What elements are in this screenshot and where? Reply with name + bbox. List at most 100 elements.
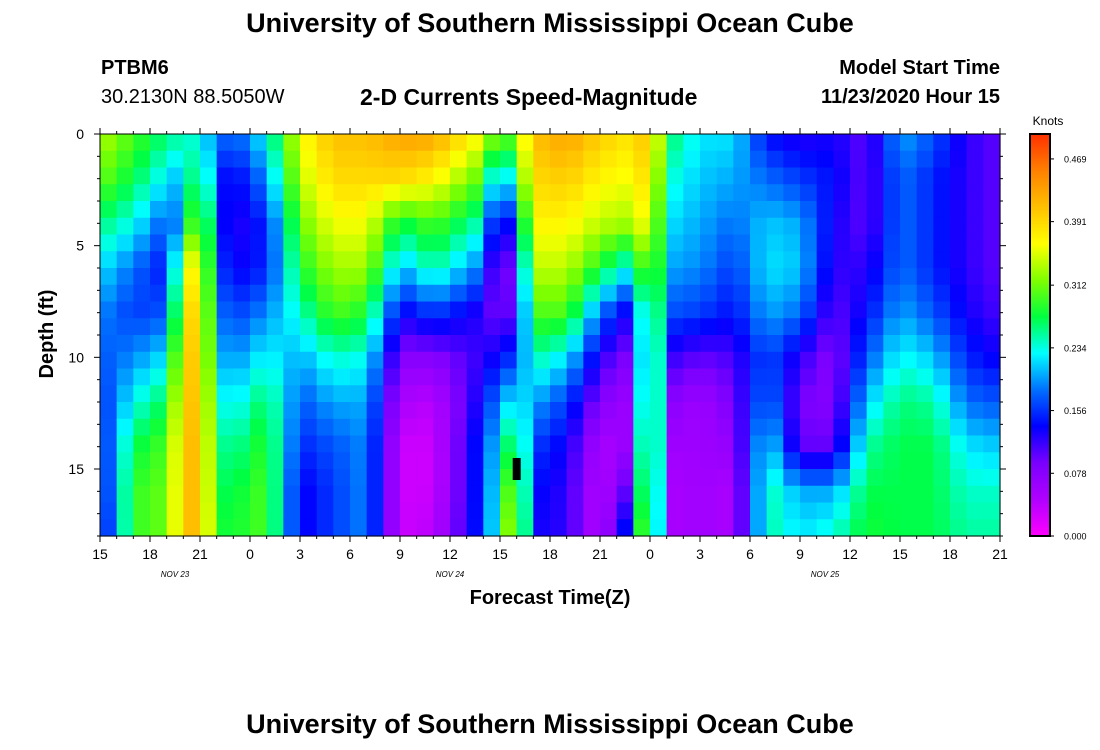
heatmap-cell (400, 385, 418, 403)
heatmap-cell (800, 452, 818, 470)
heatmap-cell (633, 418, 651, 437)
heatmap-cell (266, 469, 284, 487)
heatmap-cell (266, 452, 284, 470)
heatmap-cell (566, 519, 584, 537)
heatmap-cell (200, 234, 218, 252)
heatmap-cell (716, 502, 734, 520)
heatmap-cell (633, 184, 651, 202)
heatmap-cell (550, 485, 568, 504)
heatmap-cell (966, 452, 984, 470)
heatmap-cell (133, 435, 151, 453)
heatmap-cell (816, 167, 834, 185)
heatmap-cell (700, 268, 718, 286)
heatmap-cell (833, 335, 851, 353)
heatmap-cell (400, 318, 418, 336)
heatmap-cell (600, 469, 618, 487)
heatmap-cell (416, 284, 434, 303)
heatmap-cell (800, 435, 818, 453)
heatmap-cell (516, 301, 534, 319)
heatmap-cell (566, 485, 584, 504)
heatmap-cell (266, 217, 284, 236)
heatmap-cell (383, 502, 401, 520)
colorbar-tick-label: 0.391 (1064, 217, 1087, 227)
heatmap-cell (866, 385, 884, 403)
heatmap-cell (350, 301, 368, 319)
heatmap-cell (166, 485, 184, 504)
heatmap-cell (783, 435, 801, 453)
heatmap-cell (166, 318, 184, 336)
heatmap-cell (500, 201, 518, 219)
heatmap-cell (433, 150, 451, 169)
heatmap-cell (166, 418, 184, 437)
heatmap-cell (766, 469, 784, 487)
heatmap-cell (283, 201, 301, 219)
heatmap-cell (100, 217, 118, 236)
heatmap-cell (616, 201, 634, 219)
heatmap-cell (533, 301, 551, 319)
heatmap-cell (433, 201, 451, 219)
heatmap-cell (533, 485, 551, 504)
heatmap-cell (416, 485, 434, 504)
heatmap-cell (566, 134, 584, 152)
heatmap-cell (100, 184, 118, 202)
heatmap-cell (483, 485, 501, 504)
heatmap-cell (150, 368, 168, 386)
heatmap-cell (283, 452, 301, 470)
heatmap-cell (783, 284, 801, 303)
heatmap-cell (883, 519, 901, 537)
heatmap-cell (816, 502, 834, 520)
heatmap-cell (750, 368, 768, 386)
heatmap-cell (233, 251, 251, 269)
heatmap-cell (583, 134, 601, 152)
heatmap-cell (316, 435, 334, 453)
heatmap-cell (766, 251, 784, 269)
heatmap-cell (833, 301, 851, 319)
heatmap-cell (783, 469, 801, 487)
heatmap-cell (916, 217, 934, 236)
heatmap-cell (383, 452, 401, 470)
heatmap-cell (366, 368, 384, 386)
heatmap-cell (750, 217, 768, 236)
heatmap-cell (400, 217, 418, 236)
heatmap-cell (950, 452, 968, 470)
heatmap-cell (483, 150, 501, 169)
heatmap-cell (683, 134, 701, 152)
heatmap-cell (750, 150, 768, 169)
heatmap-cell (950, 502, 968, 520)
heatmap-cell (266, 318, 284, 336)
heatmap-cell (800, 502, 818, 520)
heatmap-cell (816, 134, 834, 152)
heatmap-cell (366, 351, 384, 370)
heatmap-cell (316, 385, 334, 403)
heatmap-cell (733, 284, 751, 303)
heatmap-cell (700, 368, 718, 386)
heatmap-cell (300, 385, 318, 403)
heatmap-cell (450, 502, 468, 520)
heatmap-cell (166, 519, 184, 537)
heatmap-cell (366, 435, 384, 453)
heatmap-cell (416, 469, 434, 487)
heatmap-cell (283, 268, 301, 286)
heatmap-cell (783, 167, 801, 185)
heatmap-cell (150, 351, 168, 370)
heatmap-cell (600, 402, 618, 420)
heatmap-cell (450, 519, 468, 537)
heatmap-cell (700, 234, 718, 252)
heatmap-cell (450, 251, 468, 269)
heatmap-cell (833, 134, 851, 152)
heatmap-cell (683, 351, 701, 370)
heatmap-cell (266, 134, 284, 152)
heatmap-cell (983, 251, 1001, 269)
heatmap-cell (766, 318, 784, 336)
heatmap-cell (200, 385, 218, 403)
heatmap-cell (216, 469, 234, 487)
heatmap-cell (600, 201, 618, 219)
heatmap-cell (566, 251, 584, 269)
heatmap-cell (433, 318, 451, 336)
heatmap-cell (983, 385, 1001, 403)
heatmap-cell (183, 469, 201, 487)
heatmap-cell (300, 402, 318, 420)
heatmap-cell (116, 184, 134, 202)
heatmap-cell (566, 402, 584, 420)
heatmap-cell (633, 519, 651, 537)
